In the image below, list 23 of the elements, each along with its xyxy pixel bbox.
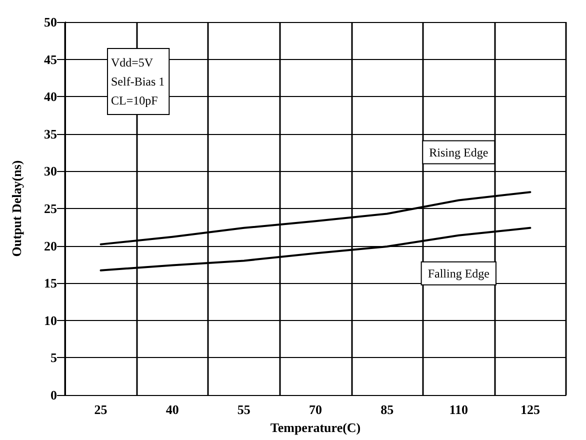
y-tick-label: 0 <box>50 388 57 402</box>
y-tick-label: 25 <box>44 201 58 216</box>
x-tick-label: 110 <box>449 402 468 417</box>
y-tick-label: 45 <box>44 52 58 67</box>
x-axis-title: Temperature(C) <box>270 420 361 435</box>
x-tick-label: 55 <box>237 402 251 417</box>
x-tick-label: 85 <box>380 402 394 417</box>
x-tick-label: 125 <box>520 402 540 417</box>
y-axis-title: Output Delay(ns) <box>9 160 24 257</box>
x-tick-label: 25 <box>94 402 108 417</box>
y-tick-label: 15 <box>44 276 58 291</box>
text: Rising Edge <box>429 145 488 160</box>
y-tick-label: 35 <box>44 126 58 142</box>
y-tick-label: 10 <box>44 312 57 328</box>
x-tick-label: 40 <box>166 402 179 417</box>
y-tick-label: 40 <box>44 89 57 104</box>
text: Falling Edge <box>428 266 490 280</box>
annotation: Vdd=5V Self-Bias 1 CL=10pF <box>111 56 165 108</box>
y-tick-label: 50 <box>44 14 57 30</box>
y-tick-label: 30 <box>44 164 57 179</box>
y-tick-label: 20 <box>44 238 57 254</box>
y-tick-label: 5 <box>50 350 58 366</box>
x-tick-label: 70 <box>309 402 322 417</box>
